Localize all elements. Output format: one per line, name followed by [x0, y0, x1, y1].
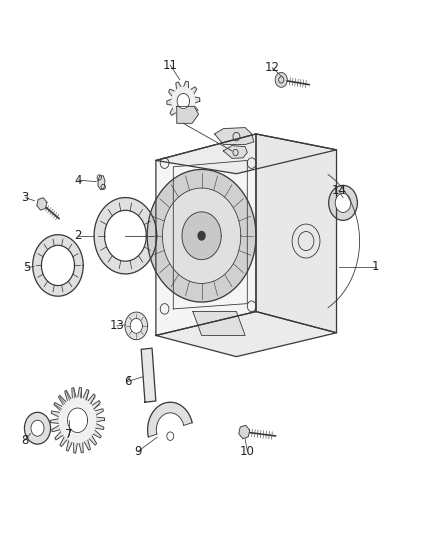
Text: 1: 1	[372, 260, 379, 273]
Text: 8: 8	[21, 434, 28, 447]
Circle shape	[31, 420, 44, 436]
Polygon shape	[141, 348, 156, 402]
Circle shape	[335, 193, 351, 213]
Polygon shape	[156, 312, 336, 357]
Polygon shape	[105, 211, 146, 261]
Polygon shape	[94, 198, 157, 274]
Polygon shape	[167, 81, 200, 121]
Polygon shape	[42, 245, 74, 286]
Polygon shape	[33, 235, 83, 296]
Text: 3: 3	[21, 191, 29, 204]
Polygon shape	[59, 398, 96, 442]
Text: 13: 13	[110, 319, 124, 333]
Polygon shape	[172, 87, 194, 115]
Polygon shape	[50, 387, 105, 453]
Polygon shape	[156, 134, 336, 174]
Polygon shape	[156, 134, 256, 335]
Polygon shape	[162, 188, 241, 284]
Polygon shape	[256, 134, 336, 333]
Polygon shape	[193, 312, 245, 335]
Text: 2: 2	[74, 229, 81, 242]
Polygon shape	[37, 198, 47, 210]
Circle shape	[198, 231, 205, 240]
Polygon shape	[130, 318, 142, 333]
Polygon shape	[147, 169, 256, 302]
Polygon shape	[125, 312, 148, 340]
Text: 6: 6	[124, 375, 131, 388]
Polygon shape	[177, 93, 190, 109]
Circle shape	[275, 72, 287, 87]
Text: 9: 9	[135, 445, 142, 457]
Circle shape	[328, 185, 357, 220]
Circle shape	[25, 413, 50, 444]
Polygon shape	[148, 402, 192, 437]
Polygon shape	[223, 146, 247, 158]
Polygon shape	[177, 107, 198, 123]
Polygon shape	[98, 176, 105, 190]
Polygon shape	[215, 127, 254, 144]
Text: 5: 5	[23, 261, 30, 274]
Polygon shape	[239, 425, 250, 439]
Text: 14: 14	[331, 184, 346, 197]
Text: 10: 10	[240, 445, 255, 457]
Polygon shape	[67, 408, 88, 432]
Text: 7: 7	[65, 428, 73, 441]
Text: 4: 4	[74, 174, 82, 187]
Text: 11: 11	[163, 59, 178, 71]
Text: 12: 12	[265, 61, 279, 74]
Polygon shape	[182, 212, 221, 260]
